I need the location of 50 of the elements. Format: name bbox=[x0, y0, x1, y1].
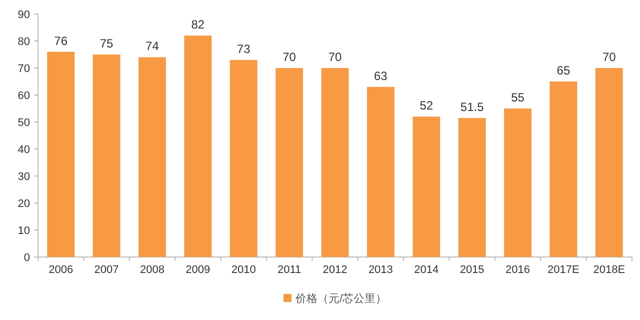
x-tick-label: 2015 bbox=[460, 264, 484, 276]
y-tick-label: 0 bbox=[24, 252, 30, 264]
x-tick-label: 2010 bbox=[231, 264, 256, 276]
y-tick-label: 30 bbox=[18, 171, 30, 183]
bar bbox=[47, 52, 75, 257]
x-tick-label: 2007 bbox=[94, 264, 119, 276]
data-label: 51.5 bbox=[460, 100, 484, 114]
x-tick-label: 2009 bbox=[186, 264, 210, 276]
x-tick-label: 2014 bbox=[414, 264, 439, 276]
bar bbox=[504, 108, 532, 257]
bar bbox=[321, 68, 349, 257]
y-tick-label: 90 bbox=[18, 9, 30, 21]
y-tick-label: 60 bbox=[18, 90, 30, 102]
y-tick-label: 70 bbox=[18, 63, 30, 75]
data-label: 70 bbox=[282, 50, 296, 64]
bar bbox=[412, 116, 440, 257]
data-label: 70 bbox=[602, 50, 616, 64]
bar bbox=[550, 82, 578, 257]
data-label: 55 bbox=[511, 90, 525, 104]
data-label: 74 bbox=[146, 39, 160, 54]
data-label: 65 bbox=[556, 64, 570, 78]
bar bbox=[276, 68, 304, 257]
bar bbox=[92, 54, 120, 257]
data-label: 75 bbox=[100, 36, 114, 50]
data-label: 52 bbox=[420, 98, 434, 113]
y-tick-label: 40 bbox=[18, 144, 30, 156]
bar bbox=[458, 118, 486, 257]
y-tick-label: 80 bbox=[18, 36, 30, 48]
x-tick-label: 2018E bbox=[593, 264, 626, 276]
y-tick-label: 50 bbox=[18, 117, 30, 129]
x-tick-label: 2006 bbox=[48, 264, 74, 276]
data-label: 70 bbox=[328, 50, 342, 64]
data-label: 82 bbox=[191, 18, 205, 32]
y-tick-label: 20 bbox=[18, 198, 30, 210]
x-tick-label: 2012 bbox=[322, 264, 348, 276]
x-tick-label: 2016 bbox=[506, 264, 530, 276]
y-tick-label: 10 bbox=[18, 225, 30, 237]
data-label: 63 bbox=[374, 68, 388, 83]
bar bbox=[366, 86, 394, 257]
data-label: 76 bbox=[54, 34, 68, 48]
x-tick-label: 2013 bbox=[368, 264, 393, 276]
bar bbox=[138, 57, 166, 257]
bar bbox=[184, 36, 212, 257]
bar bbox=[230, 60, 258, 257]
bar bbox=[595, 68, 623, 257]
legend-label: 价格（元/芯公里） bbox=[294, 293, 387, 305]
x-tick-label: 2017E bbox=[548, 264, 580, 276]
x-tick-label: 2008 bbox=[140, 264, 164, 276]
data-label: 73 bbox=[236, 42, 251, 56]
x-tick-label: 2011 bbox=[277, 264, 302, 276]
